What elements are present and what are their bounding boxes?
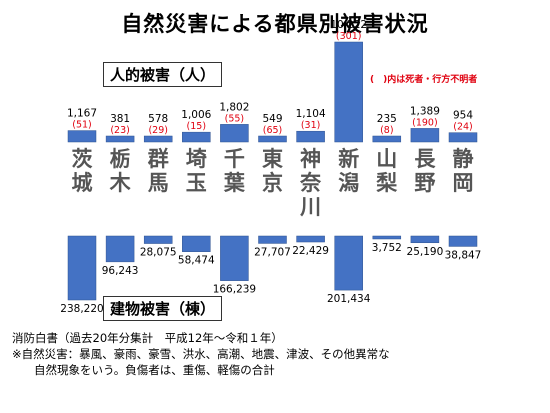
category-label-11-2: 岡 [453,171,474,195]
category-label-5-1: 千 [224,147,245,171]
category-label-7-2: 奈 [299,171,322,195]
category-label-1-1: 茨 [72,147,93,171]
building-value-label-9: 3,752 [372,242,402,254]
human-value-label-4: 1,006 [181,109,211,121]
human-value-label-2: 381 [110,113,130,125]
human-bar-9 [372,135,402,143]
dead-value-label-9: (8) [380,125,393,136]
human-value-label-1: 1,167 [67,108,97,120]
dead-value-label-4: (15) [187,121,207,132]
human-bar-1 [67,130,97,143]
human-value-label-10: 1,389 [410,105,440,117]
chart-title: 自然災害による都県別被害状況 [121,12,429,36]
building-value-label-5: 166,239 [213,284,256,296]
category-label-10-2: 野 [414,171,435,195]
category-label-4-2: 玉 [186,171,207,195]
category-label-2-2: 木 [109,171,132,195]
building-damage-label: 建物被害（棟） [103,296,223,321]
building-bar-8 [334,235,363,291]
building-value-label-7: 22,429 [292,245,329,257]
category-label-3-2: 馬 [148,171,169,195]
dead-value-label-10: (190) [412,117,438,128]
category-label-7-1: 神 [300,147,321,171]
category-label-8-2: 潟 [338,171,359,195]
human-bar-2 [105,135,135,143]
category-label-6-1: 東 [262,147,283,171]
building-value-label-10: 25,190 [407,246,444,258]
source-line-3: 自然現象をいう。負傷者は、重傷、軽傷の合計 [34,363,275,377]
human-bar-3 [143,135,173,143]
building-bar-9 [372,235,402,240]
human-value-label-5: 1,802 [219,101,249,113]
source-line-1: 消防白書（過去20年分集計 平成12年～令和１年） [12,331,283,345]
building-bar-3 [143,235,173,244]
building-bar-5 [220,235,249,281]
human-damage-label: 人的被害（人） [103,62,223,87]
dead-value-label-7: (31) [301,120,321,131]
building-bar-4 [182,235,211,252]
category-label-4-1: 埼 [186,147,207,171]
building-value-label-8: 201,434 [327,293,371,305]
building-bar-10 [410,235,440,244]
human-value-label-8: 10,222 [330,19,367,31]
human-value-label-7: 1,104 [296,108,326,120]
human-bar-10 [410,128,440,143]
category-label-3-1: 群 [148,147,169,171]
category-label-9-2: 梨 [376,171,397,195]
category-label-8-1: 新 [338,147,359,171]
building-value-label-2: 96,243 [102,265,139,277]
building-bar-7 [296,235,325,243]
human-bar-6 [258,135,287,143]
category-label-11-1: 静 [453,147,474,171]
human-value-label-11: 954 [453,110,473,122]
building-value-label-4: 58,474 [178,255,215,267]
dead-value-label-8: (301) [336,31,362,42]
building-bar-2 [105,235,135,263]
dead-value-label-2: (23) [110,125,130,136]
building-value-label-3: 28,075 [140,247,177,259]
building-bar-1 [67,235,97,301]
building-value-label-1: 238,220 [60,303,103,315]
human-bar-5 [220,124,249,143]
human-bar-7 [296,130,325,143]
building-bar-11 [448,235,478,247]
category-label-2-1: 栃 [110,147,131,171]
category-label-5-2: 葉 [223,171,246,195]
human-value-label-9: 235 [377,113,397,125]
human-bar-4 [182,131,211,143]
dead-value-label-6: (65) [263,125,283,136]
dead-value-label-5: (55) [225,113,245,124]
category-label-6-2: 京 [262,171,283,195]
dead-value-label-3: (29) [148,125,168,136]
category-label-9-1: 山 [376,147,397,171]
building-value-label-11: 38,847 [445,249,482,261]
building-bar-6 [258,235,287,244]
building-value-label-6: 27,707 [254,246,291,258]
dead-value-label-1: (51) [72,120,92,131]
human-value-label-6: 549 [262,113,282,125]
human-bar-11 [448,132,478,143]
human-bar-8 [334,41,363,143]
category-label-1-2: 城 [72,171,93,195]
source-line-2: ※自然災害：暴風、豪雨、豪雪、洪水、高潮、地震、津波、その他異常な [12,347,390,361]
category-label-10-1: 長 [414,147,436,171]
category-label-7-3: 川 [299,195,321,219]
legend-note: ( )内は死者・行方不明者 [370,75,478,85]
human-value-label-3: 578 [148,113,168,125]
dead-value-label-11: (24) [453,122,473,133]
